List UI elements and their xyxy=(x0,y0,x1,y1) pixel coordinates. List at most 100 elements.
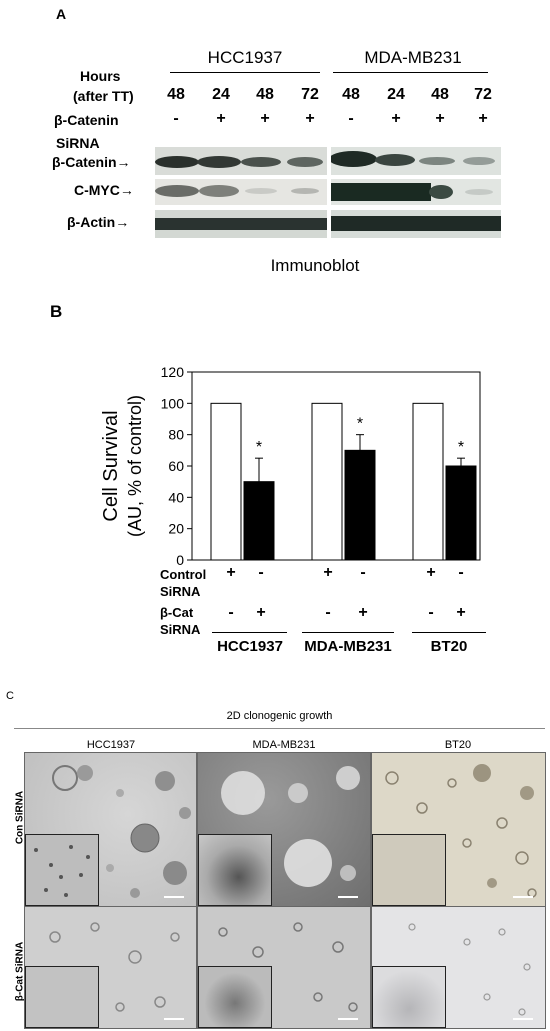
chart-group-label-3: BT20 xyxy=(430,638,468,655)
bar xyxy=(445,465,477,561)
control-sign-2: - xyxy=(258,564,264,581)
bar xyxy=(311,402,343,561)
micrograph-inset xyxy=(372,966,446,1028)
cell-colonies xyxy=(49,922,180,1012)
arrow-icon: → xyxy=(115,214,130,230)
control-sign-5: + xyxy=(426,564,436,581)
bcat-sign-3: - xyxy=(325,604,331,621)
catenin-sign-1: - xyxy=(173,110,179,127)
micrograph-bt20-bcat xyxy=(371,906,546,1029)
cell-colonies xyxy=(408,923,531,1016)
bcat-sign-2: + xyxy=(256,604,266,621)
cell-colonies xyxy=(385,764,537,898)
group-label-mdamb231: MDA-MB231 xyxy=(364,48,462,67)
scale-bar xyxy=(164,1018,184,1020)
immunoblot-caption: Immunoblot xyxy=(270,256,360,275)
control-label-line1: Control xyxy=(160,567,207,582)
significance-star: * xyxy=(458,439,464,456)
y-tick-label: 0 xyxy=(176,552,184,568)
band-label-b-actin: β-Actin→ xyxy=(67,214,130,230)
control-sign-4: - xyxy=(360,564,366,581)
y-tick-label: 20 xyxy=(168,521,184,537)
cell-colonies xyxy=(218,922,358,1012)
panel-c-title: 2D clonogenic growth xyxy=(226,710,333,722)
hour-lane-6: 24 xyxy=(387,86,405,103)
group-underline-1 xyxy=(212,632,287,633)
catenin-sign-2: + xyxy=(216,110,226,127)
bcat-sign-4: + xyxy=(358,604,368,621)
micrograph-hcc1937-bcat xyxy=(24,906,197,1029)
control-sign-1: + xyxy=(226,564,236,581)
scale-bar xyxy=(513,896,533,898)
y-tick-label: 100 xyxy=(161,395,185,411)
group-underline-hcc1937 xyxy=(170,72,320,73)
catenin-sign-6: + xyxy=(391,110,401,127)
scale-bar xyxy=(164,896,184,898)
scale-bar xyxy=(513,1018,533,1020)
bcat-row-label: β-Cat SiRNA xyxy=(160,604,200,638)
arrow-icon: → xyxy=(116,154,131,170)
cell-colonies xyxy=(52,765,191,898)
chart-group-label-2: MDA-MB231 xyxy=(304,638,392,655)
micrograph-mdamb231-con xyxy=(197,752,371,907)
micrograph-inset xyxy=(198,834,272,906)
y-tick-label: 60 xyxy=(168,458,184,474)
col-label-hcc1937: HCC1937 xyxy=(86,739,136,751)
band-label-b-catenin: β-Catenin→ xyxy=(52,154,131,170)
cell-colonies xyxy=(212,766,360,887)
blot-mdamb231-b-actin xyxy=(331,210,501,238)
catenin-sirna-row-label: β-Catenin xyxy=(54,112,119,128)
blot-hcc1937-b-catenin xyxy=(155,147,327,175)
bar xyxy=(412,402,444,561)
y-axis-label: Cell Survival xyxy=(100,410,122,521)
bar xyxy=(243,481,275,561)
catenin-sign-4: + xyxy=(305,110,315,127)
panel-c-title-rule xyxy=(14,728,545,729)
y-tick-label: 40 xyxy=(168,489,184,505)
bcat-sign-1: - xyxy=(228,604,234,621)
micrograph-bt20-con xyxy=(371,752,546,907)
col-label-bt20: BT20 xyxy=(444,739,472,751)
catenin-sign-5: - xyxy=(348,110,354,127)
bcat-label-line2: SiRNA xyxy=(160,622,201,637)
micrograph-inset xyxy=(25,966,99,1028)
control-sign-6: - xyxy=(458,564,464,581)
hour-lane-1: 48 xyxy=(167,86,185,103)
blot-mdamb231-c-myc xyxy=(331,179,501,205)
hours-label: Hours xyxy=(80,68,121,84)
scale-bar xyxy=(338,1018,358,1020)
catenin-sign-7: + xyxy=(435,110,445,127)
hour-lane-4: 72 xyxy=(301,86,319,103)
group-underline-mdamb231 xyxy=(333,72,488,73)
micrograph-inset xyxy=(25,834,99,906)
inset-dots xyxy=(34,845,90,897)
scale-bar xyxy=(338,896,358,898)
y-tick-label: 80 xyxy=(168,427,184,443)
bar xyxy=(344,449,376,561)
micrograph-mdamb231-bcat xyxy=(197,906,371,1029)
bcat-label-line1: β-Cat xyxy=(160,605,194,620)
hour-lane-3: 48 xyxy=(256,86,274,103)
blot-hcc1937-c-myc xyxy=(155,179,327,205)
cell-survival-chart: 0 20 40 60 80 100 120 Cell Survival (AU, % of co… xyxy=(100,364,481,568)
micrograph-hcc1937-con xyxy=(24,752,197,907)
blot-mdamb231-b-catenin xyxy=(331,147,501,175)
significance-star: * xyxy=(256,439,262,456)
group-underline-2 xyxy=(302,632,394,633)
blot-hcc1937-b-actin xyxy=(155,210,327,238)
panel-a-letter: A xyxy=(56,6,67,22)
hour-lane-7: 48 xyxy=(431,86,449,103)
significance-star: * xyxy=(357,416,363,433)
catenin-sign-3: + xyxy=(260,110,270,127)
panel-c-letter: C xyxy=(6,690,14,702)
hour-lane-8: 72 xyxy=(474,86,492,103)
after-tt-label: (after TT) xyxy=(73,88,134,104)
hour-lane-5: 48 xyxy=(342,86,360,103)
control-label-line2: SiRNA xyxy=(160,584,201,599)
sirna-label: SiRNA xyxy=(56,135,100,151)
group-underline-3 xyxy=(412,632,486,633)
panel-b-letter: B xyxy=(50,302,63,321)
group-label-hcc1937: HCC1937 xyxy=(207,48,283,67)
control-sign-3: + xyxy=(323,564,333,581)
bcat-sign-6: + xyxy=(456,604,466,621)
